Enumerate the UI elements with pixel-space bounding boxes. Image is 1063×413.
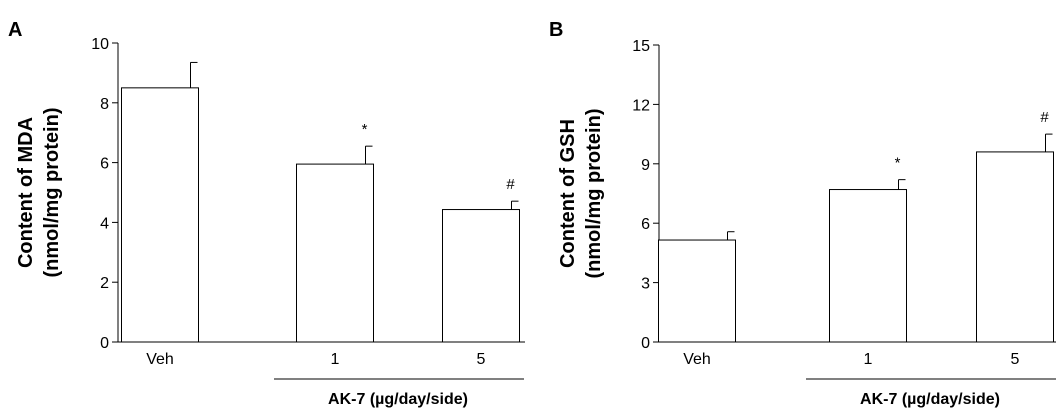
group-label: AK-7 (µg/day/side) (328, 391, 468, 408)
y-tick-label: 15 (632, 38, 650, 55)
x-tick-label: Veh (146, 351, 174, 368)
panel-label: A (8, 19, 22, 41)
y-tick-label: 10 (91, 36, 109, 53)
bar (296, 163, 374, 343)
panel-label: B (549, 19, 563, 41)
y-tick-label: 9 (641, 157, 650, 174)
y-tick-label: 6 (100, 156, 109, 173)
y-axis-title-line1: Content of GSH (557, 119, 579, 268)
x-tick-label: 1 (864, 351, 873, 368)
significance-mark: # (1040, 109, 1049, 126)
y-tick-label: 0 (641, 335, 650, 352)
y-tick-label: 8 (100, 96, 109, 113)
y-tick-label: 12 (632, 97, 650, 114)
y-tick-label: 6 (641, 216, 650, 233)
bar (658, 239, 736, 343)
bar (121, 87, 199, 343)
y-axis-title-line1: Content of MDA (15, 117, 37, 268)
bar (829, 189, 907, 343)
y-tick-label: 0 (100, 335, 109, 352)
y-axis-title-line2: (nmol/mg protein) (41, 108, 63, 278)
significance-mark: * (895, 155, 901, 172)
x-tick-label: 5 (477, 351, 486, 368)
chart-panel-a: A 0 2 4 6 8 10 Content of MDA (nmol/mg protein) V… (8, 19, 525, 408)
bar (976, 151, 1054, 343)
y-tick-label: 4 (100, 215, 109, 232)
x-tick-label: 1 (331, 351, 340, 368)
y-tick-label: 2 (100, 275, 109, 292)
y-axis-title-line2: (nmol/mg protein) (583, 109, 605, 279)
x-tick-label: Veh (683, 351, 711, 368)
significance-mark: # (506, 176, 515, 193)
y-tick-label: 3 (641, 276, 650, 293)
x-tick-label: 5 (1011, 351, 1020, 368)
bar (442, 209, 520, 343)
group-label: AK-7 (µg/day/side) (860, 391, 1000, 408)
significance-mark: * (362, 121, 368, 138)
